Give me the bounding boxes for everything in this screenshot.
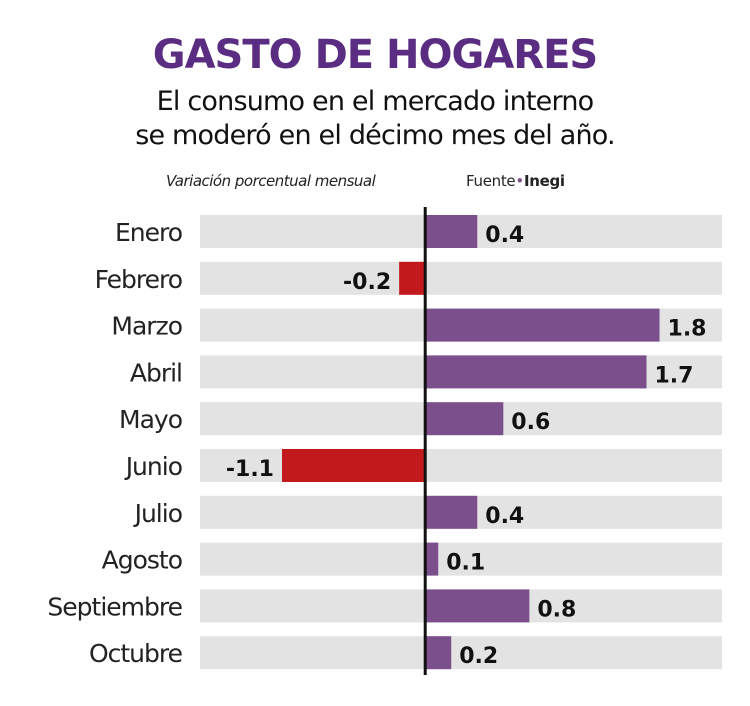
chart-subtitle-line2: se moderó en el décimo mes del año. [135,120,615,151]
category-label: Enero [115,218,182,247]
bar-julio [425,495,478,529]
bar-febrero [399,261,426,295]
category-label: Abril [130,358,182,387]
category-label: Junio [124,452,182,481]
category-label: Mayo [119,405,182,434]
chart-subtitle-line1: El consumo en el mercado interno [156,86,595,117]
data-label: -0.2 [343,270,391,295]
data-label: 0.4 [485,223,524,248]
bar-track [200,542,722,576]
category-label: Marzo [111,312,182,341]
chart-note: Variación porcentual mensual [166,172,376,190]
category-label: Febrero [95,265,182,294]
bar-track [200,636,722,670]
bar-septiembre [425,589,530,623]
category-label: Agosto [102,546,182,575]
bar-track [200,261,722,295]
data-label: 1.7 [654,363,693,388]
source: Fuente•Inegi [466,172,565,190]
data-label: 1.8 [668,317,707,342]
data-label: 0.8 [537,597,576,622]
data-label: 0.1 [446,551,485,576]
bar-abril [425,355,647,389]
data-label: 0.6 [511,410,550,435]
bar-agosto [425,542,439,576]
data-label: 0.2 [459,644,498,669]
bar-track [200,449,722,482]
bar-enero [425,215,478,248]
bar-junio [282,449,426,482]
category-label: Septiembre [47,592,182,621]
chart-title: GASTO DE HOGARES [152,32,598,78]
data-label: 0.4 [485,504,524,529]
source-name: Inegi [523,172,565,190]
category-label: Julio [133,499,182,528]
category-label: Octubre [89,639,183,668]
bar-marzo [425,308,660,342]
bar-octubre [425,636,452,670]
data-label: -1.1 [226,457,274,482]
bar-mayo [425,402,504,436]
source-label: Fuente [466,172,516,190]
